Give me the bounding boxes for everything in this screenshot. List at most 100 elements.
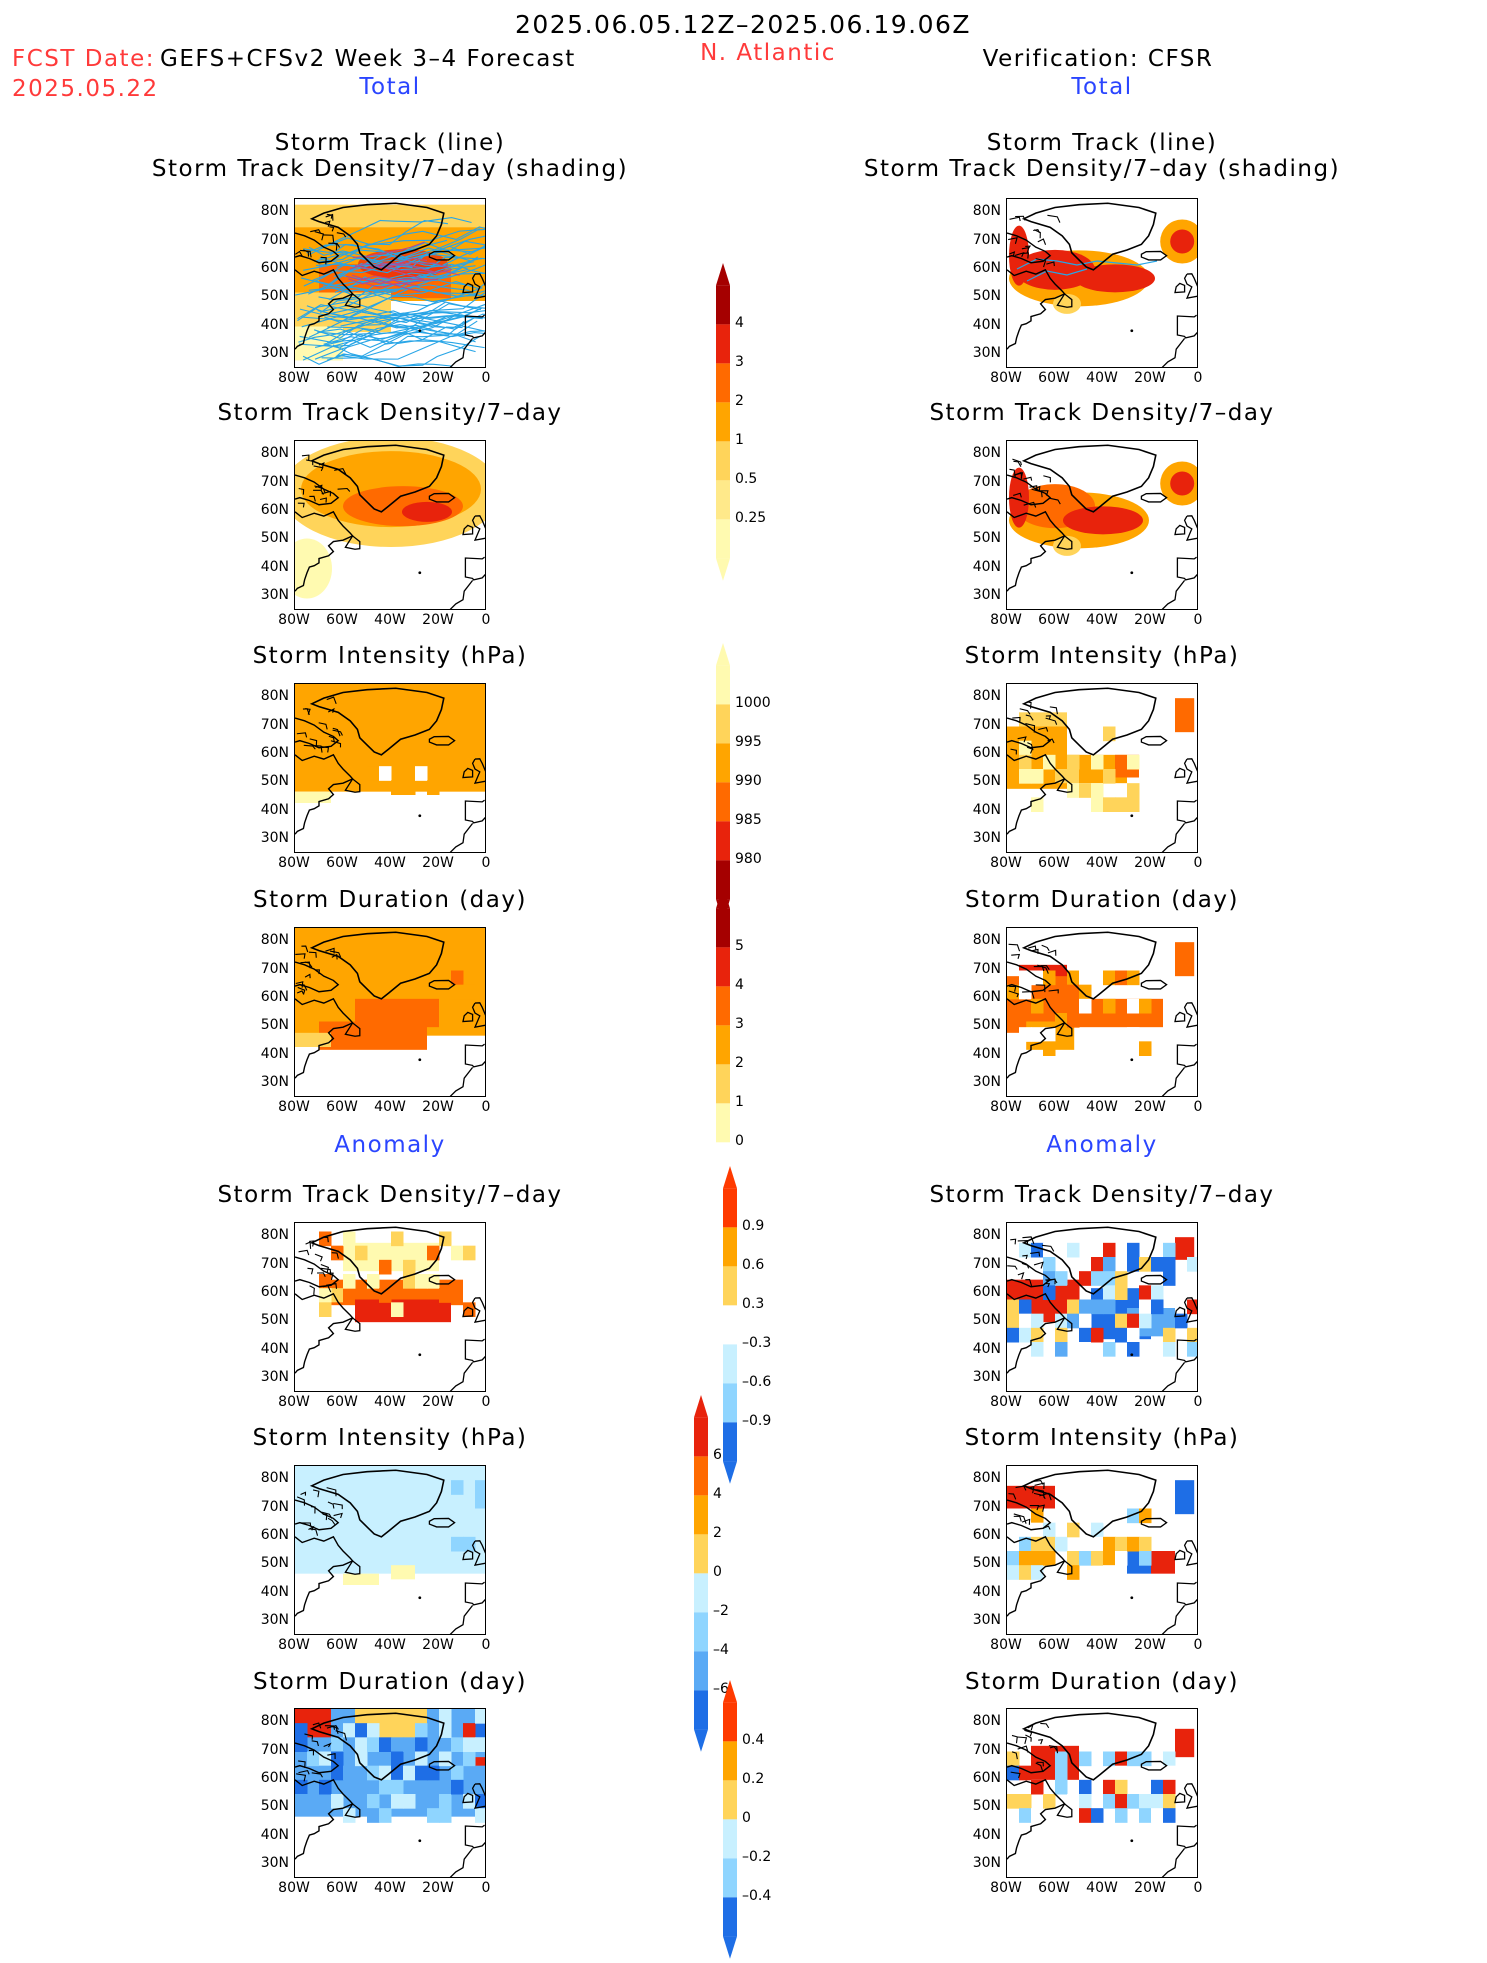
lon-tick-label: 0 (481, 1099, 491, 1115)
lon-tick-label: 60W (1038, 1637, 1070, 1653)
colorbar-tick-label: 6 (713, 1447, 722, 1464)
lat-tick-label: 50N (260, 530, 289, 547)
lat-tick-label: 60N (260, 501, 289, 518)
colorbar-tick-label: 0 (713, 1564, 722, 1581)
lat-tick-label: 80N (260, 1470, 289, 1487)
map-panel-density-r (1006, 440, 1198, 610)
panel-title-duration-left: Storm Duration (day) (253, 887, 527, 913)
panel-title-density-anom-left: Storm Track Density/7–day (217, 1182, 563, 1208)
lat-tick-label: 80N (260, 1227, 289, 1244)
panel-title-track-shading-right: Storm Track Density/7–day (shading) (863, 156, 1341, 182)
lon-tick-label: 60W (326, 1099, 358, 1115)
lon-tick-label: 20W (1134, 612, 1166, 628)
lon-tick-label: 40W (1086, 370, 1118, 386)
lon-tick-label: 0 (481, 370, 491, 386)
map-panel-track-l (294, 198, 486, 368)
lat-tick-label: 50N (972, 1555, 1001, 1572)
lon-tick-label: 80W (278, 1099, 310, 1115)
colorbar-tick-label: –6 (713, 1681, 729, 1698)
lat-tick-label: 50N (260, 773, 289, 790)
colorbar-tick-label: 1000 (735, 695, 771, 712)
lon-tick-label: 20W (422, 612, 454, 628)
lat-tick-label: 80N (260, 932, 289, 949)
lat-tick-label: 30N (260, 586, 289, 603)
region-title: N. Atlantic (700, 40, 836, 66)
lat-tick-label: 30N (972, 1368, 1001, 1385)
lat-tick-label: 60N (972, 501, 1001, 518)
colorbar-tick-label: 0.4 (742, 1732, 765, 1749)
panel-title-density-anom-right: Storm Track Density/7–day (929, 1182, 1275, 1208)
lat-tick-label: 50N (972, 530, 1001, 547)
colorbar-tick-label: 1 (735, 432, 744, 449)
lat-tick-label: 70N (260, 473, 289, 490)
lat-tick-label: 70N (260, 960, 289, 977)
map-panel-density-anom-l (294, 1222, 486, 1392)
lat-tick-label: 70N (972, 960, 1001, 977)
lon-tick-label: 0 (1193, 370, 1203, 386)
lon-tick-label: 40W (374, 1099, 406, 1115)
lon-tick-label: 40W (374, 370, 406, 386)
map-panel-duration-l (294, 927, 486, 1097)
lat-tick-label: 30N (972, 344, 1001, 361)
colorbar-tick-label: –0.4 (742, 1888, 772, 1905)
lon-tick-label: 60W (326, 1880, 358, 1896)
panel-title-duration-right: Storm Duration (day) (965, 887, 1239, 913)
lat-tick-label: 30N (972, 829, 1001, 846)
colorbar-tick-label: 0.9 (742, 1218, 765, 1235)
lon-tick-label: 0 (1193, 1099, 1203, 1115)
lon-tick-label: 0 (481, 855, 491, 871)
lat-tick-label: 50N (972, 773, 1001, 790)
lon-tick-label: 40W (1086, 855, 1118, 871)
colorbar-duration-total (715, 886, 731, 1208)
lat-tick-label: 40N (972, 316, 1001, 333)
lon-tick-label: 80W (278, 370, 310, 386)
panel-title-density-right: Storm Track Density/7–day (929, 400, 1275, 426)
lon-tick-label: 40W (374, 612, 406, 628)
lat-tick-label: 30N (260, 1073, 289, 1090)
lon-tick-label: 60W (1038, 370, 1070, 386)
lat-tick-label: 60N (260, 1526, 289, 1543)
colorbar-tick-label: –0.3 (742, 1335, 772, 1352)
colorbar-density-total (715, 263, 731, 585)
lon-tick-label: 40W (1086, 1637, 1118, 1653)
colorbar-tick-label: 985 (735, 812, 762, 829)
lat-tick-label: 60N (260, 744, 289, 761)
lon-tick-label: 20W (1134, 1099, 1166, 1115)
lat-tick-label: 40N (972, 1583, 1001, 1600)
map-panel-duration-anom-l (294, 1708, 486, 1878)
panel-title-intensity-left: Storm Intensity (hPa) (252, 643, 528, 669)
panel-title-track-line-right: Storm Track (line) (986, 130, 1218, 156)
lat-tick-label: 80N (972, 203, 1001, 220)
panel-title-intensity-anom-right: Storm Intensity (hPa) (964, 1425, 1240, 1451)
lat-tick-label: 70N (972, 1255, 1001, 1272)
lon-tick-label: 20W (422, 1394, 454, 1410)
lat-tick-label: 40N (972, 1045, 1001, 1062)
lon-tick-label: 40W (374, 1880, 406, 1896)
colorbar-tick-label: 4 (735, 977, 744, 994)
anomaly-label-left: Anomaly (334, 1132, 446, 1158)
colorbar-intensity-anom (693, 1395, 709, 1756)
lat-tick-label: 60N (972, 744, 1001, 761)
lat-tick-label: 70N (972, 1498, 1001, 1515)
lat-tick-label: 40N (260, 1826, 289, 1843)
lon-tick-label: 80W (278, 1880, 310, 1896)
colorbar-duration-anom (722, 1680, 738, 1963)
lat-tick-label: 60N (260, 259, 289, 276)
lat-tick-label: 30N (260, 1854, 289, 1871)
lat-tick-label: 60N (972, 1526, 1001, 1543)
colorbar-intensity-total (715, 643, 731, 926)
lat-tick-label: 50N (972, 1312, 1001, 1329)
lon-tick-label: 0 (481, 612, 491, 628)
colorbar-tick-label: 0.2 (742, 1771, 765, 1788)
lat-tick-label: 40N (260, 558, 289, 575)
lon-tick-label: 60W (326, 1637, 358, 1653)
lat-tick-label: 70N (972, 1741, 1001, 1758)
colorbar-tick-label: –0.2 (742, 1849, 772, 1866)
anomaly-label-right: Anomaly (1046, 1132, 1158, 1158)
lat-tick-label: 30N (972, 1854, 1001, 1871)
lat-tick-label: 70N (260, 1255, 289, 1272)
colorbar-tick-label: 2 (713, 1525, 722, 1542)
lat-tick-label: 80N (260, 688, 289, 705)
colorbar-tick-label: 0.5 (735, 471, 758, 488)
lon-tick-label: 80W (990, 1394, 1022, 1410)
